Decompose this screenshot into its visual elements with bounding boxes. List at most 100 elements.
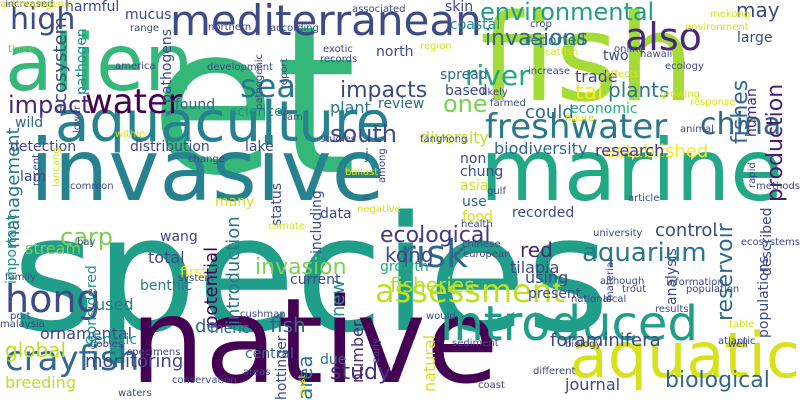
- word-gulf: gulf: [487, 186, 506, 197]
- word-many: many: [215, 194, 255, 210]
- word-food: food: [462, 209, 493, 225]
- word-ecosystem: ecosystem: [50, 17, 71, 115]
- word-alien: alien: [5, 19, 194, 109]
- word-environment: environment: [685, 22, 749, 33]
- word-used: used: [95, 295, 134, 314]
- word-farmed: farmed: [490, 98, 526, 109]
- word-invasions: invasions: [485, 26, 588, 51]
- word-assessment: assessment: [375, 272, 565, 310]
- word-kong: kong: [385, 243, 434, 267]
- word-areas: areas: [243, 367, 271, 378]
- word-effects: effects: [605, 69, 639, 80]
- word-hottinger: hottinger: [274, 335, 290, 400]
- word-impacts: impacts: [340, 78, 428, 103]
- word-within: within: [115, 129, 146, 140]
- word-records: records: [320, 54, 358, 65]
- word-different: different: [533, 366, 576, 377]
- word-foraminifera: foraminifera: [550, 330, 661, 351]
- word-pathogen: pathogen: [74, 28, 90, 96]
- word-well: well: [728, 339, 748, 350]
- word-recorded: recorded: [512, 205, 575, 221]
- word-aquarium: aquarium: [582, 238, 707, 268]
- word-chinese: chinese: [462, 239, 501, 250]
- word-trade: trade: [575, 67, 618, 86]
- word-human: human: [744, 88, 760, 137]
- word-studies: studies: [320, 134, 356, 145]
- word-red: red: [520, 238, 553, 262]
- word-also: also: [625, 15, 702, 59]
- word-range: range: [130, 23, 160, 34]
- word-et: et: [150, 0, 357, 221]
- word-health: health: [461, 219, 493, 230]
- word-northern: northern: [208, 22, 252, 33]
- word-data: data: [320, 206, 352, 222]
- word-growing: growing: [660, 89, 700, 100]
- word-exotic: exotic: [323, 44, 353, 55]
- word-number: number: [348, 320, 367, 383]
- word-journal: journal: [565, 375, 621, 394]
- word-sea: sea: [240, 67, 296, 105]
- word-based: based: [445, 83, 488, 99]
- word-mediterranean: mediterranean: [170, 0, 482, 45]
- word-introduced: introduced: [440, 296, 698, 352]
- word-figure: figure: [565, 113, 595, 124]
- word-monitoring: monitoring: [85, 351, 184, 372]
- word-skin: skin: [445, 0, 474, 15]
- word-cushman: cushman: [240, 309, 286, 320]
- word-review: review: [378, 96, 425, 112]
- word-plant: plant: [330, 98, 371, 117]
- word-three: three: [8, 44, 35, 55]
- word-breeding: breeding: [5, 373, 76, 392]
- word-ecosystems: ecosystems: [740, 237, 800, 248]
- word-sediment: sediment: [452, 338, 499, 349]
- word-first: first: [180, 265, 208, 281]
- word-one: one: [443, 90, 488, 118]
- word-hong: hong: [5, 277, 101, 321]
- word-university: university: [593, 228, 643, 239]
- word-climate: climate: [268, 221, 305, 232]
- word-economic: economic: [570, 101, 638, 117]
- word-crop: crop: [530, 19, 552, 30]
- word-harmful: harmful: [65, 0, 120, 15]
- word-conservation: conservation: [172, 375, 237, 386]
- word-populations: populations: [756, 256, 772, 339]
- word-global: global: [5, 338, 66, 362]
- word-pathogens: pathogens: [159, 28, 175, 103]
- word-growth: growth: [380, 259, 429, 275]
- word-research: research: [595, 141, 665, 160]
- word-gobies: gobies: [90, 339, 123, 350]
- word-invasive: invasive: [30, 121, 385, 221]
- word-science: science: [230, 104, 283, 120]
- word-increased: increased: [5, 0, 54, 10]
- word-de: de: [195, 316, 218, 337]
- word-status: status: [269, 183, 285, 227]
- word-animal: animal: [680, 124, 714, 135]
- word-ecology: ecology: [665, 61, 704, 72]
- word-lake: lake: [245, 139, 274, 155]
- word-according: according: [270, 23, 319, 34]
- word-chung: chung: [460, 164, 504, 180]
- word-diversity: diversity: [420, 128, 490, 147]
- word-china: china: [700, 107, 782, 142]
- word-anthropogenic: anthropogenic: [0, 0, 73, 10]
- word-control: control: [655, 220, 718, 241]
- word-reported: reported: [525, 33, 586, 49]
- word-non: non: [460, 151, 487, 167]
- word-would: would: [426, 311, 456, 322]
- word-ballast: ballast: [345, 167, 379, 178]
- word-benthic: benthic: [140, 278, 193, 294]
- word-methods: methods: [756, 181, 800, 192]
- word-may: may: [736, 0, 780, 22]
- word-north: north: [376, 44, 414, 60]
- word-current: current: [290, 272, 341, 288]
- word-local: local: [603, 294, 627, 305]
- word-found: found: [175, 97, 216, 113]
- word-response: response: [690, 97, 736, 108]
- word-wild: wild: [15, 115, 44, 131]
- word-carp: carp: [60, 223, 114, 251]
- word-tam: tam: [283, 112, 303, 123]
- word-lower: lower: [72, 105, 83, 133]
- word-central: central: [245, 346, 294, 362]
- word-aquaculture: aquaculture: [55, 90, 391, 155]
- word-south: south: [330, 120, 398, 148]
